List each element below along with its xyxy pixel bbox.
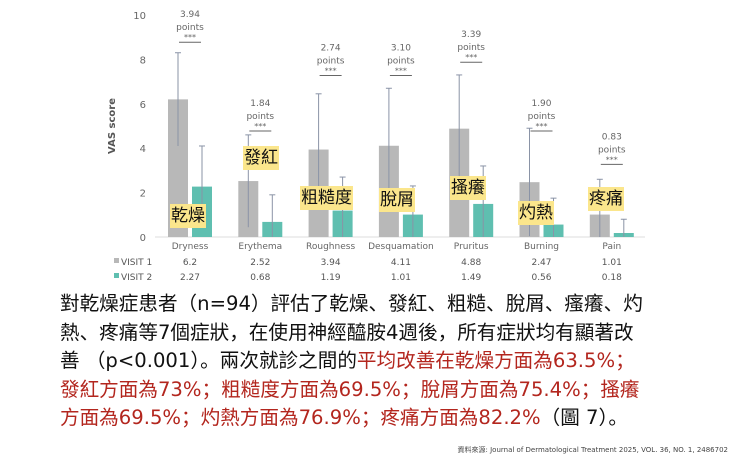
- table-value: 0.56: [531, 273, 551, 283]
- improvement-unit: points: [387, 57, 415, 67]
- improvement-unit: points: [598, 145, 626, 155]
- table-value: 2.52: [250, 258, 270, 268]
- improvement-unit: points: [176, 23, 204, 33]
- para-line: 方面為69.5%；灼熱方面為76.9%；疼痛方面為82.2%（圖 7）。: [60, 404, 643, 433]
- y-tick-label: 0: [140, 233, 146, 244]
- significance-mark: ***: [465, 53, 477, 62]
- improvement-value: 3.39: [461, 30, 481, 40]
- y-tick-label: 2: [140, 189, 146, 200]
- legend-label: VISIT 2: [121, 273, 152, 283]
- para-highlight: 平均改善在乾燥方面為63.5%；: [356, 349, 635, 372]
- improvement-value: 0.83: [602, 132, 622, 142]
- improvement-value: 2.74: [321, 44, 341, 54]
- table-value: 0.68: [250, 273, 270, 283]
- significance-mark: ***: [184, 33, 196, 42]
- significance-mark: ***: [254, 122, 266, 131]
- x-tick-label: Pain: [602, 242, 621, 252]
- improvement-value: 1.84: [250, 99, 270, 109]
- legend-label: VISIT 1: [121, 258, 152, 268]
- x-tick-label: Dryness: [172, 242, 209, 252]
- x-tick-label: Burning: [524, 242, 559, 252]
- para-text: （圖 7）。: [540, 406, 628, 429]
- y-tick-label: 6: [140, 100, 146, 111]
- label-erythema-zh: 發紅: [243, 146, 279, 170]
- improvement-unit: points: [457, 43, 485, 53]
- table-value: 6.2: [183, 258, 197, 268]
- table-value: 1.01: [602, 258, 622, 268]
- improvement-value: 3.10: [391, 44, 411, 54]
- para-text: 善 （p<0.001）。兩次就診之間的: [60, 349, 357, 372]
- bar-visit-1: [168, 99, 188, 237]
- table-value: 3.94: [321, 258, 341, 268]
- significance-mark: ***: [606, 155, 618, 164]
- table-value: 0.18: [602, 273, 622, 283]
- table-value: 4.11: [391, 258, 411, 268]
- table-value: 2.27: [180, 273, 200, 283]
- para-line: 善 （p<0.001）。兩次就診之間的平均改善在乾燥方面為63.5%；: [60, 347, 643, 376]
- table-value: 4.88: [461, 258, 481, 268]
- label-pruritus-zh: 搔癢: [450, 176, 486, 200]
- vas-bar-chart: 0 2 4 6 8 10 VAS score Dryness 6.2 2.27 3.94 points…: [107, 10, 645, 283]
- x-tick-label: Desquamation: [368, 242, 434, 252]
- significance-mark: ***: [395, 67, 407, 76]
- improvement-unit: points: [246, 112, 274, 122]
- y-tick-label: 8: [140, 55, 146, 66]
- y-axis-label: VAS score: [107, 98, 118, 154]
- improvement-value: 1.90: [531, 99, 551, 109]
- label-burning-zh: 灼熱: [518, 201, 554, 225]
- improvement-unit: points: [317, 57, 345, 67]
- source-citation: 資料來源: Journal of Dermatological Treatmen…: [457, 446, 728, 454]
- table-value: 1.19: [321, 273, 341, 283]
- significance-mark: ***: [536, 122, 548, 131]
- label-dryness-zh: 乾燥: [170, 204, 206, 228]
- x-tick-label: Pruritus: [454, 242, 489, 252]
- table-value: 1.49: [461, 273, 481, 283]
- significance-mark: ***: [325, 67, 337, 76]
- x-tick-label: Roughness: [306, 242, 355, 252]
- para-line: 熱、疼痛等7個症狀，在使用神經醯胺4週後，所有症狀均有顯著改: [60, 320, 634, 344]
- label-pain-zh: 疼痛: [588, 187, 624, 211]
- legend-swatch: [114, 258, 119, 263]
- x-tick-label: Erythema: [238, 242, 282, 252]
- table-value: 1.01: [391, 273, 411, 283]
- legend-swatch: [114, 273, 119, 278]
- label-roughness-zh: 粗糙度: [300, 186, 353, 210]
- y-tick-label: 10: [133, 11, 146, 22]
- para-highlight: 方面為69.5%；灼熱方面為76.9%；疼痛方面為82.2%: [60, 406, 541, 429]
- description-paragraph: 對乾燥症患者（n=94）評估了乾燥、發紅、粗糙、脫屑、瘙癢、灼 熱、疼痛等7個症…: [60, 290, 643, 433]
- label-desquamation-zh: 脫屑: [379, 188, 415, 212]
- improvement-value: 3.94: [180, 10, 200, 20]
- y-tick-label: 4: [140, 144, 146, 155]
- para-line: 對乾燥症患者（n=94）評估了乾燥、發紅、粗糙、脫屑、瘙癢、灼: [60, 292, 643, 315]
- improvement-unit: points: [528, 112, 556, 122]
- table-value: 2.47: [531, 258, 551, 268]
- para-highlight: 發紅方面為73%；粗糙度方面為69.5%；脫屑方面為75.4%；搔癢: [60, 377, 640, 401]
